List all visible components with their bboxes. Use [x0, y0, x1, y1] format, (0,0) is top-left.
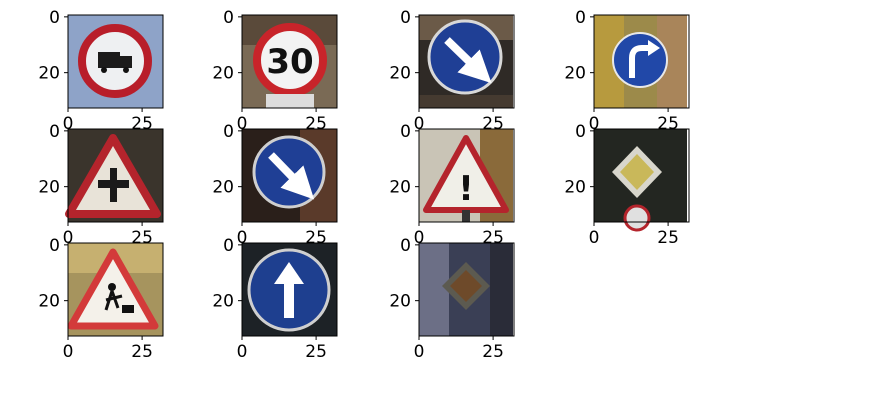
panel-general-caution: ! [419, 129, 513, 222]
x-tick-label: 0 [414, 228, 425, 248]
panel-speed-limit-30: 30 [242, 15, 337, 108]
x-tick-label: 25 [131, 342, 153, 362]
axes-frame-top [67, 128, 164, 223]
y-tick-label: 20 [212, 64, 234, 84]
x-tick-label: 0 [589, 228, 600, 248]
x-tick-label: 0 [414, 342, 425, 362]
y-tick-label: 0 [575, 122, 586, 142]
x-tick-label: 0 [589, 114, 600, 134]
axes-frame-top [593, 14, 690, 109]
y-tick-label: 0 [400, 8, 411, 28]
y-tick-label: 20 [38, 292, 60, 312]
y-tick-label: 0 [49, 122, 60, 142]
axes-frame-top [241, 242, 338, 337]
y-tick-label: 20 [212, 292, 234, 312]
axes-frame-top [593, 128, 690, 223]
axes-frame-top [418, 242, 515, 337]
axes-frame-top [418, 14, 515, 109]
x-tick-label: 0 [63, 228, 74, 248]
y-tick-label: 0 [223, 236, 234, 256]
panel-road-work [67, 243, 163, 336]
y-tick-label: 0 [223, 122, 234, 142]
x-tick-label: 25 [482, 342, 504, 362]
y-tick-label: 20 [389, 292, 411, 312]
panel-priority-road-dark [419, 243, 513, 336]
panel-keep-right [419, 15, 513, 108]
panel-no-trucks [68, 15, 163, 108]
x-tick-label: 0 [63, 342, 74, 362]
y-tick-label: 0 [223, 8, 234, 28]
y-tick-label: 20 [38, 64, 60, 84]
x-tick-label: 0 [237, 342, 248, 362]
x-tick-label: 0 [414, 114, 425, 134]
y-tick-label: 0 [49, 8, 60, 28]
axes-frame-top [241, 14, 338, 109]
panel-priority-road [594, 129, 687, 232]
axes-frame-top [418, 128, 515, 223]
y-tick-label: 20 [38, 178, 60, 198]
panel-turn-right-ahead [594, 15, 687, 108]
y-tick-label: 20 [389, 64, 411, 84]
x-tick-label: 25 [305, 342, 327, 362]
y-tick-label: 0 [49, 236, 60, 256]
y-tick-label: 0 [575, 8, 586, 28]
x-tick-label: 0 [63, 114, 74, 134]
x-tick-label: 25 [657, 228, 679, 248]
y-tick-label: 20 [564, 64, 586, 84]
y-tick-label: 20 [389, 178, 411, 198]
axes-frame-top [67, 242, 164, 337]
x-tick-label: 0 [237, 228, 248, 248]
panel-keep-right-2 [242, 129, 337, 222]
sign-label-30: 30 [266, 42, 313, 82]
axes-frame-top [241, 128, 338, 223]
y-tick-label: 0 [400, 122, 411, 142]
y-tick-label: 20 [564, 178, 586, 198]
y-tick-label: 0 [400, 236, 411, 256]
y-tick-label: 20 [212, 178, 234, 198]
sign-label-exclamation: ! [458, 169, 474, 209]
panel-right-of-way [65, 129, 163, 222]
x-tick-label: 0 [237, 114, 248, 134]
panel-ahead-only [242, 243, 337, 336]
axes-frame-top [67, 14, 164, 109]
